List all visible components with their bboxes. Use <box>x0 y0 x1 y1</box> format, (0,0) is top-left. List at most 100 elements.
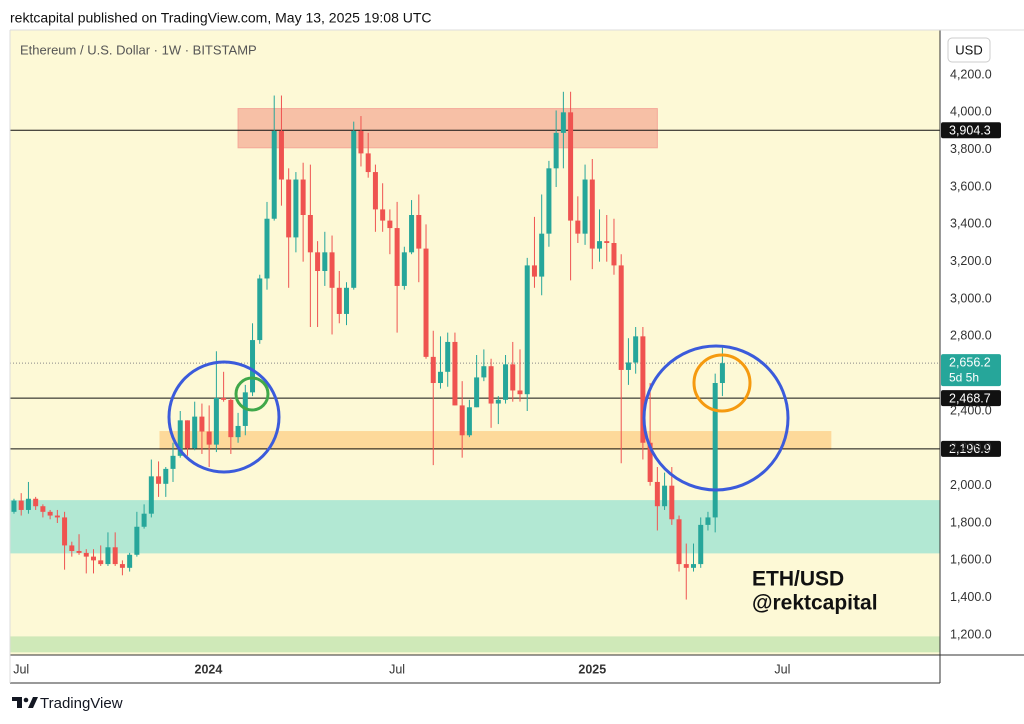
level-label: 3,904.3 <box>949 123 991 137</box>
candle-body <box>503 364 509 400</box>
candle-body <box>466 407 472 436</box>
y-tick-label: 3,600.0 <box>950 179 992 193</box>
symbol-title: Ethereum / U.S. Dollar · 1W · BITSTAMP <box>20 42 257 57</box>
y-tick-label: 3,200.0 <box>950 254 992 268</box>
candle-body <box>213 397 219 445</box>
x-tick-label: Jul <box>389 662 405 676</box>
candle-body <box>531 265 537 277</box>
candle-body <box>423 248 429 357</box>
candle-body <box>474 377 480 408</box>
level-label-box <box>941 390 1001 407</box>
candle-body <box>719 363 725 384</box>
candle-body <box>286 179 292 238</box>
x-tick-label: 2025 <box>578 662 606 676</box>
candle-body <box>293 179 299 238</box>
candle-body <box>575 220 581 234</box>
candle-body <box>163 468 169 484</box>
plot-area <box>9 91 941 653</box>
level-label-box <box>941 122 1001 139</box>
candle-body <box>459 405 465 436</box>
currency-label[interactable]: USD <box>955 42 982 57</box>
candle-body <box>437 371 443 384</box>
candle-body <box>62 517 68 546</box>
blue-circle <box>642 344 790 492</box>
candle-body <box>76 551 82 553</box>
level-label: 2,468.7 <box>949 391 991 405</box>
candle-body <box>669 485 675 520</box>
candle-body <box>25 498 31 510</box>
candle-body <box>156 476 162 484</box>
candle-body <box>539 233 545 277</box>
candle-body <box>517 390 523 395</box>
level-label: 2,196.9 <box>949 442 991 456</box>
candle-body <box>264 218 270 279</box>
candle-body <box>481 366 487 378</box>
candle-body <box>105 547 111 565</box>
candle-body <box>445 341 451 372</box>
candle-body <box>90 556 96 561</box>
y-tick-label: 1,600.0 <box>950 553 992 567</box>
candle-body <box>582 179 588 234</box>
candle-body <box>380 209 386 221</box>
candle-body <box>300 179 306 215</box>
candle-body <box>365 153 371 173</box>
candle-body <box>690 564 696 568</box>
green-circle <box>234 376 270 412</box>
zone <box>159 431 832 450</box>
candle-body <box>625 362 631 370</box>
footer-brand: TradingView <box>40 695 123 712</box>
candle-body <box>69 545 75 552</box>
candle-body <box>524 265 530 395</box>
candle-body <box>409 214 415 253</box>
x-tick-label: Jul <box>774 662 790 676</box>
candle-body <box>47 511 53 516</box>
candle-body <box>698 524 704 565</box>
candle-body <box>372 172 378 210</box>
candle-body <box>712 383 718 518</box>
x-tick-label: 2024 <box>195 662 223 676</box>
candle-body <box>134 526 140 555</box>
candle-body <box>221 397 227 400</box>
candle-body <box>40 506 46 512</box>
zone <box>237 108 658 149</box>
candle-body <box>553 132 559 169</box>
candle-body <box>170 455 176 469</box>
candle-body <box>329 252 335 288</box>
y-tick-label: 1,200.0 <box>950 627 992 641</box>
blue-circle <box>167 360 281 474</box>
level-label-box <box>941 440 1001 457</box>
candle-body <box>495 399 501 404</box>
publish-header: rektcapital published on TradingView.com… <box>10 10 432 26</box>
candle-body <box>315 252 321 272</box>
candle-body <box>568 112 574 221</box>
candle-body <box>611 243 617 266</box>
candle-body <box>192 416 198 449</box>
candle-body <box>589 179 595 249</box>
y-tick-label: 3,800.0 <box>950 142 992 156</box>
candle-body <box>250 340 256 393</box>
candle-body <box>654 481 660 507</box>
candle-body <box>662 485 668 507</box>
candle-body <box>141 513 147 527</box>
candle-body <box>430 356 436 384</box>
candle-body <box>228 399 234 438</box>
candle-body <box>271 130 277 219</box>
candle-body <box>148 476 154 514</box>
candle-body <box>546 168 552 234</box>
candle-body <box>351 130 357 288</box>
axes: 3,904.3 2,468.7 2,196.9 1,200.0 1,400.0 1,600… <box>13 67 1001 676</box>
candle-body <box>647 442 653 482</box>
candle-body <box>184 420 190 449</box>
watermark: ETH/USD <box>752 568 844 591</box>
candle-body <box>177 420 183 456</box>
x-tick-label: Jul <box>13 662 29 676</box>
price-label: 2,656.2 <box>949 355 991 369</box>
candle-body <box>54 515 60 518</box>
candle-body <box>633 336 639 363</box>
candle-body <box>387 220 393 229</box>
currency-button[interactable] <box>947 37 991 63</box>
y-tick-label: 2,000.0 <box>950 478 992 492</box>
candle-body <box>98 560 104 565</box>
y-tick-label: 2,400.0 <box>950 403 992 417</box>
candle-body <box>358 130 364 154</box>
